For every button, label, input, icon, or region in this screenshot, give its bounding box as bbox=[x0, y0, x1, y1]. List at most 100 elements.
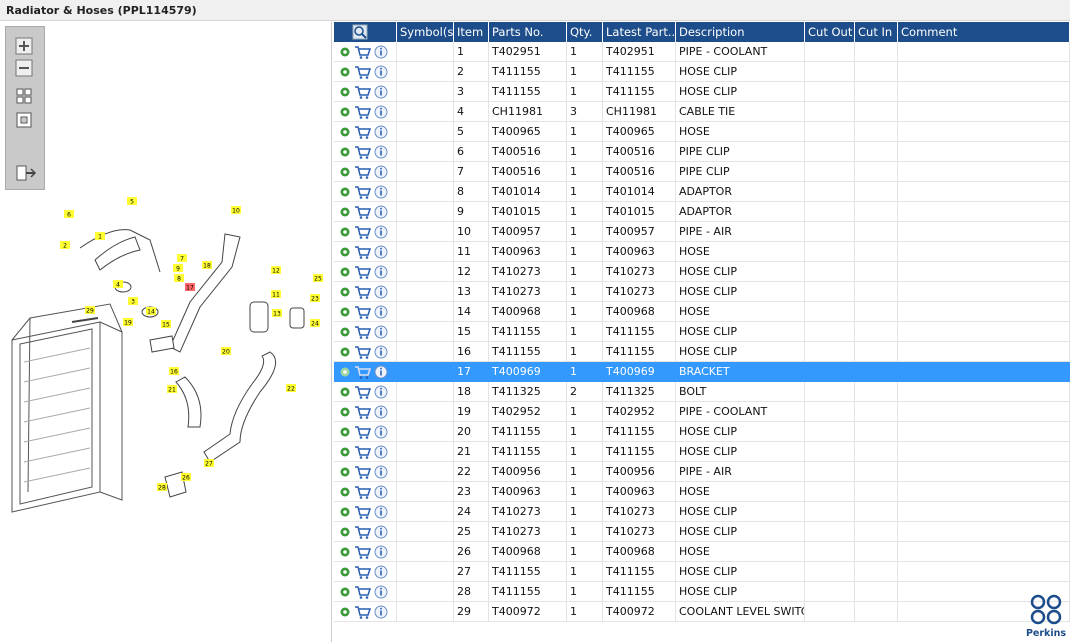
info-icon[interactable] bbox=[374, 265, 388, 279]
column-header[interactable]: Symbol(s) bbox=[397, 22, 454, 42]
cart-icon[interactable] bbox=[355, 166, 372, 179]
cart-icon[interactable] bbox=[355, 406, 372, 419]
parts-row[interactable]: 3 T411155 1 T411155 HOSE CLIP bbox=[334, 82, 1070, 102]
callout[interactable]: 22 bbox=[286, 384, 296, 393]
info-icon[interactable] bbox=[374, 305, 388, 319]
cart-icon[interactable] bbox=[355, 286, 372, 299]
callout[interactable]: 19 bbox=[123, 318, 133, 327]
callout[interactable]: 10 bbox=[231, 206, 241, 215]
details-icon[interactable] bbox=[340, 227, 350, 237]
column-header[interactable]: Description bbox=[676, 22, 805, 42]
parts-row[interactable]: 20 T411155 1 T411155 HOSE CLIP bbox=[334, 422, 1070, 442]
info-icon[interactable] bbox=[374, 465, 388, 479]
info-icon[interactable] bbox=[374, 165, 388, 179]
callout[interactable]: 9 bbox=[173, 264, 183, 273]
callout[interactable]: 29 bbox=[85, 306, 95, 315]
info-icon[interactable] bbox=[374, 605, 388, 619]
zoom-in-button[interactable] bbox=[15, 37, 33, 55]
callout[interactable]: 14 bbox=[146, 307, 156, 316]
details-icon[interactable] bbox=[340, 547, 350, 557]
details-icon[interactable] bbox=[340, 347, 350, 357]
cart-icon[interactable] bbox=[355, 206, 372, 219]
callout[interactable]: 28 bbox=[157, 483, 167, 492]
callout[interactable]: 11 bbox=[271, 290, 281, 299]
info-icon[interactable] bbox=[374, 285, 388, 299]
details-icon[interactable] bbox=[340, 567, 350, 577]
parts-row[interactable]: 7 T400516 1 T400516 PIPE CLIP bbox=[334, 162, 1070, 182]
callout[interactable]: 1 bbox=[95, 232, 105, 241]
info-icon[interactable] bbox=[374, 205, 388, 219]
cart-icon[interactable] bbox=[355, 66, 372, 79]
column-header[interactable]: Parts No. bbox=[489, 22, 567, 42]
details-icon[interactable] bbox=[340, 447, 350, 457]
column-header[interactable]: Cut Out bbox=[805, 22, 855, 42]
callout[interactable]: 5 bbox=[127, 197, 137, 206]
details-icon[interactable] bbox=[340, 327, 350, 337]
details-icon[interactable] bbox=[340, 587, 350, 597]
column-header[interactable]: Latest Part... bbox=[603, 22, 676, 42]
details-icon[interactable] bbox=[340, 87, 350, 97]
parts-row[interactable]: 8 T401014 1 T401014 ADAPTOR bbox=[334, 182, 1070, 202]
callout[interactable]: 15 bbox=[161, 320, 171, 329]
callout[interactable]: 2 bbox=[60, 241, 70, 250]
info-icon[interactable] bbox=[374, 65, 388, 79]
cart-icon[interactable] bbox=[355, 526, 372, 539]
cart-icon[interactable] bbox=[355, 606, 372, 619]
parts-row[interactable]: 4 CH11981 3 CH11981 CABLE TIE bbox=[334, 102, 1070, 122]
callout[interactable]: 27 bbox=[204, 459, 214, 468]
info-icon[interactable] bbox=[374, 45, 388, 59]
callout[interactable]: 8 bbox=[174, 274, 184, 283]
info-icon[interactable] bbox=[374, 245, 388, 259]
callout[interactable]: 24 bbox=[310, 319, 320, 328]
callout[interactable]: 23 bbox=[310, 294, 320, 303]
parts-row[interactable]: 5 T400965 1 T400965 HOSE bbox=[334, 122, 1070, 142]
parts-row[interactable]: 11 T400963 1 T400963 HOSE bbox=[334, 242, 1070, 262]
cart-icon[interactable] bbox=[355, 146, 372, 159]
details-icon[interactable] bbox=[340, 527, 350, 537]
callout[interactable]: 12 bbox=[271, 266, 281, 275]
details-icon[interactable] bbox=[340, 167, 350, 177]
cart-icon[interactable] bbox=[355, 226, 372, 239]
details-icon[interactable] bbox=[340, 607, 350, 617]
column-header[interactable]: Cut In bbox=[855, 22, 898, 42]
info-icon[interactable] bbox=[374, 385, 388, 399]
parts-row[interactable]: 14 T400968 1 T400968 HOSE bbox=[334, 302, 1070, 322]
parts-row[interactable]: 26 T400968 1 T400968 HOSE bbox=[334, 542, 1070, 562]
parts-row[interactable]: 6 T400516 1 T400516 PIPE CLIP bbox=[334, 142, 1070, 162]
info-icon[interactable] bbox=[374, 545, 388, 559]
search-header-cell[interactable] bbox=[334, 22, 397, 42]
info-icon[interactable] bbox=[374, 565, 388, 579]
info-icon[interactable] bbox=[374, 425, 388, 439]
details-icon[interactable] bbox=[340, 287, 350, 297]
callout[interactable]: 18 bbox=[202, 261, 212, 270]
callout[interactable]: 21 bbox=[167, 385, 177, 394]
details-icon[interactable] bbox=[340, 407, 350, 417]
cart-icon[interactable] bbox=[355, 326, 372, 339]
info-icon[interactable] bbox=[374, 405, 388, 419]
info-icon[interactable] bbox=[374, 345, 388, 359]
cart-icon[interactable] bbox=[355, 586, 372, 599]
info-icon[interactable] bbox=[374, 365, 388, 379]
details-icon[interactable] bbox=[340, 487, 350, 497]
info-icon[interactable] bbox=[374, 505, 388, 519]
actual-size-button[interactable] bbox=[16, 112, 32, 128]
parts-row[interactable]: 1 T402951 1 T402951 PIPE - COOLANT bbox=[334, 42, 1070, 62]
info-icon[interactable] bbox=[374, 525, 388, 539]
details-icon[interactable] bbox=[340, 107, 350, 117]
details-icon[interactable] bbox=[340, 67, 350, 77]
info-icon[interactable] bbox=[374, 585, 388, 599]
column-header[interactable]: Comment bbox=[898, 22, 1070, 42]
details-icon[interactable] bbox=[340, 127, 350, 137]
parts-row[interactable]: 13 T410273 1 T410273 HOSE CLIP bbox=[334, 282, 1070, 302]
callout[interactable]: 20 bbox=[221, 347, 231, 356]
cart-icon[interactable] bbox=[355, 386, 372, 399]
info-icon[interactable] bbox=[374, 325, 388, 339]
info-icon[interactable] bbox=[374, 125, 388, 139]
info-icon[interactable] bbox=[374, 85, 388, 99]
parts-row[interactable]: 21 T411155 1 T411155 HOSE CLIP bbox=[334, 442, 1070, 462]
info-icon[interactable] bbox=[374, 185, 388, 199]
parts-row[interactable]: 9 T401015 1 T401015 ADAPTOR bbox=[334, 202, 1070, 222]
details-icon[interactable] bbox=[340, 507, 350, 517]
details-icon[interactable] bbox=[340, 427, 350, 437]
parts-row[interactable]: 10 T400957 1 T400957 PIPE - AIR bbox=[334, 222, 1070, 242]
